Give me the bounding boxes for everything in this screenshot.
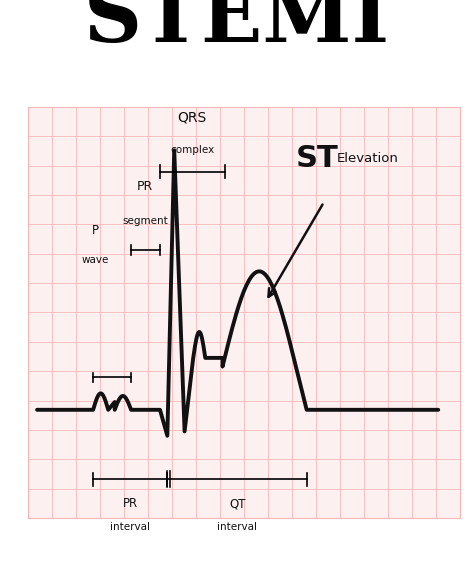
Text: PR: PR xyxy=(123,497,138,510)
Text: QRS: QRS xyxy=(178,110,207,124)
Text: wave: wave xyxy=(82,255,109,265)
Text: interval: interval xyxy=(217,522,257,532)
Text: STEMI: STEMI xyxy=(84,0,390,59)
Text: Elevation: Elevation xyxy=(337,153,399,166)
Text: PR: PR xyxy=(137,181,153,194)
Text: interval: interval xyxy=(110,522,150,532)
Text: complex: complex xyxy=(170,145,214,155)
Text: QT: QT xyxy=(229,497,246,510)
Text: P: P xyxy=(92,224,99,237)
Text: segment: segment xyxy=(122,216,168,226)
Text: ST: ST xyxy=(296,144,338,173)
